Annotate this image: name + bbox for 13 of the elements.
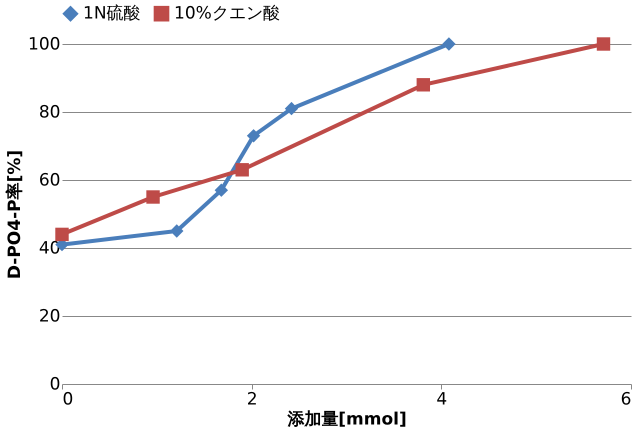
x-tick-label: 4: [436, 390, 448, 410]
x-tick-label: 0: [62, 390, 74, 410]
y-axis-title: D-PO4-P率[%]: [5, 150, 26, 280]
x-tick-label: 6: [620, 390, 632, 410]
y-tick-label: 0: [50, 374, 60, 394]
y-tick-label: 100: [28, 34, 60, 54]
legend-label: 10%クエン酸: [174, 4, 280, 24]
y-tick-label: 60: [38, 170, 60, 190]
x-tick-label: 2: [246, 390, 258, 410]
y-tick-label: 20: [38, 306, 60, 326]
legend-label: 1N硫酸: [83, 4, 141, 24]
y-tick-label: 80: [38, 102, 60, 122]
x-axis-title: 添加量[mmol]: [286, 410, 407, 430]
